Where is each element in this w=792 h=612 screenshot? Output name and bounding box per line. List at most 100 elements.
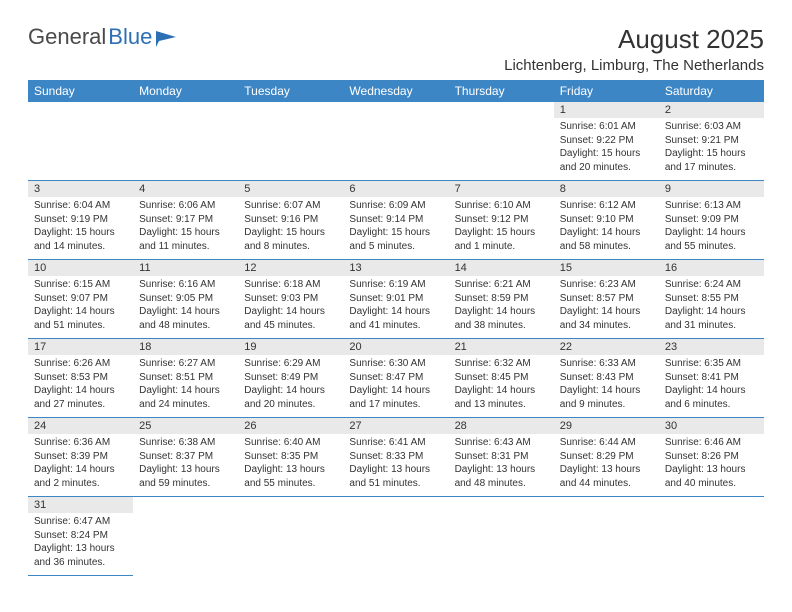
day-number: 25: [133, 418, 238, 434]
calendar-day-cell: 24Sunrise: 6:36 AMSunset: 8:39 PMDayligh…: [28, 418, 133, 497]
day-info: Sunrise: 6:41 AMSunset: 8:33 PMDaylight:…: [343, 434, 448, 496]
calendar-empty-cell: [343, 497, 448, 576]
day-info: Sunrise: 6:38 AMSunset: 8:37 PMDaylight:…: [133, 434, 238, 496]
day-number: 13: [343, 260, 448, 276]
day-number: 14: [449, 260, 554, 276]
calendar-day-cell: 8Sunrise: 6:12 AMSunset: 9:10 PMDaylight…: [554, 181, 659, 260]
day-info: Sunrise: 6:47 AMSunset: 8:24 PMDaylight:…: [28, 513, 133, 575]
calendar-empty-cell: [133, 102, 238, 181]
calendar-day-cell: 13Sunrise: 6:19 AMSunset: 9:01 PMDayligh…: [343, 260, 448, 339]
calendar-day-cell: 5Sunrise: 6:07 AMSunset: 9:16 PMDaylight…: [238, 181, 343, 260]
day-number: 1: [554, 102, 659, 118]
logo-text-blue: Blue: [108, 24, 152, 50]
calendar-day-cell: 3Sunrise: 6:04 AMSunset: 9:19 PMDaylight…: [28, 181, 133, 260]
location-subtitle: Lichtenberg, Limburg, The Netherlands: [504, 57, 764, 74]
calendar-day-cell: 10Sunrise: 6:15 AMSunset: 9:07 PMDayligh…: [28, 260, 133, 339]
day-info: Sunrise: 6:03 AMSunset: 9:21 PMDaylight:…: [659, 118, 764, 180]
weekday-header: Sunday: [28, 80, 133, 102]
day-number: 7: [449, 181, 554, 197]
calendar-table: SundayMondayTuesdayWednesdayThursdayFrid…: [28, 80, 764, 576]
calendar-day-cell: 31Sunrise: 6:47 AMSunset: 8:24 PMDayligh…: [28, 497, 133, 576]
calendar-day-cell: 28Sunrise: 6:43 AMSunset: 8:31 PMDayligh…: [449, 418, 554, 497]
page-title: August 2025: [504, 24, 764, 55]
day-number: 10: [28, 260, 133, 276]
calendar-day-cell: 19Sunrise: 6:29 AMSunset: 8:49 PMDayligh…: [238, 339, 343, 418]
day-number: 8: [554, 181, 659, 197]
day-number: 27: [343, 418, 448, 434]
day-number: 15: [554, 260, 659, 276]
day-info: Sunrise: 6:29 AMSunset: 8:49 PMDaylight:…: [238, 355, 343, 417]
calendar-day-cell: 26Sunrise: 6:40 AMSunset: 8:35 PMDayligh…: [238, 418, 343, 497]
weekday-header: Saturday: [659, 80, 764, 102]
calendar-day-cell: 17Sunrise: 6:26 AMSunset: 8:53 PMDayligh…: [28, 339, 133, 418]
calendar-day-cell: 1Sunrise: 6:01 AMSunset: 9:22 PMDaylight…: [554, 102, 659, 181]
weekday-header: Monday: [133, 80, 238, 102]
logo-text-general: General: [28, 24, 106, 50]
day-info: Sunrise: 6:07 AMSunset: 9:16 PMDaylight:…: [238, 197, 343, 259]
day-number: 4: [133, 181, 238, 197]
calendar-row: 31Sunrise: 6:47 AMSunset: 8:24 PMDayligh…: [28, 497, 764, 576]
day-number: 24: [28, 418, 133, 434]
weekday-header: Friday: [554, 80, 659, 102]
calendar-empty-cell: [238, 497, 343, 576]
calendar-header: SundayMondayTuesdayWednesdayThursdayFrid…: [28, 80, 764, 102]
day-info: Sunrise: 6:24 AMSunset: 8:55 PMDaylight:…: [659, 276, 764, 338]
day-number: 19: [238, 339, 343, 355]
calendar-row: 24Sunrise: 6:36 AMSunset: 8:39 PMDayligh…: [28, 418, 764, 497]
day-info: Sunrise: 6:21 AMSunset: 8:59 PMDaylight:…: [449, 276, 554, 338]
calendar-empty-cell: [238, 102, 343, 181]
calendar-row: 10Sunrise: 6:15 AMSunset: 9:07 PMDayligh…: [28, 260, 764, 339]
page-header: GeneralBlue August 2025 Lichtenberg, Lim…: [28, 24, 764, 74]
day-info: Sunrise: 6:27 AMSunset: 8:51 PMDaylight:…: [133, 355, 238, 417]
calendar-empty-cell: [28, 102, 133, 181]
calendar-day-cell: 21Sunrise: 6:32 AMSunset: 8:45 PMDayligh…: [449, 339, 554, 418]
day-number: 23: [659, 339, 764, 355]
day-info: Sunrise: 6:43 AMSunset: 8:31 PMDaylight:…: [449, 434, 554, 496]
day-info: Sunrise: 6:44 AMSunset: 8:29 PMDaylight:…: [554, 434, 659, 496]
day-info: Sunrise: 6:23 AMSunset: 8:57 PMDaylight:…: [554, 276, 659, 338]
calendar-empty-cell: [554, 497, 659, 576]
day-number: 3: [28, 181, 133, 197]
weekday-header: Thursday: [449, 80, 554, 102]
day-info: Sunrise: 6:19 AMSunset: 9:01 PMDaylight:…: [343, 276, 448, 338]
day-number: 31: [28, 497, 133, 513]
calendar-day-cell: 23Sunrise: 6:35 AMSunset: 8:41 PMDayligh…: [659, 339, 764, 418]
day-number: 9: [659, 181, 764, 197]
day-info: Sunrise: 6:46 AMSunset: 8:26 PMDaylight:…: [659, 434, 764, 496]
day-number: 30: [659, 418, 764, 434]
day-info: Sunrise: 6:26 AMSunset: 8:53 PMDaylight:…: [28, 355, 133, 417]
calendar-day-cell: 2Sunrise: 6:03 AMSunset: 9:21 PMDaylight…: [659, 102, 764, 181]
calendar-day-cell: 22Sunrise: 6:33 AMSunset: 8:43 PMDayligh…: [554, 339, 659, 418]
day-info: Sunrise: 6:13 AMSunset: 9:09 PMDaylight:…: [659, 197, 764, 259]
calendar-day-cell: 11Sunrise: 6:16 AMSunset: 9:05 PMDayligh…: [133, 260, 238, 339]
day-info: Sunrise: 6:18 AMSunset: 9:03 PMDaylight:…: [238, 276, 343, 338]
day-number: 18: [133, 339, 238, 355]
calendar-day-cell: 20Sunrise: 6:30 AMSunset: 8:47 PMDayligh…: [343, 339, 448, 418]
weekday-header: Wednesday: [343, 80, 448, 102]
calendar-empty-cell: [659, 497, 764, 576]
calendar-empty-cell: [449, 497, 554, 576]
day-number: 6: [343, 181, 448, 197]
weekday-header: Tuesday: [238, 80, 343, 102]
day-info: Sunrise: 6:32 AMSunset: 8:45 PMDaylight:…: [449, 355, 554, 417]
day-info: Sunrise: 6:30 AMSunset: 8:47 PMDaylight:…: [343, 355, 448, 417]
day-info: Sunrise: 6:06 AMSunset: 9:17 PMDaylight:…: [133, 197, 238, 259]
calendar-day-cell: 12Sunrise: 6:18 AMSunset: 9:03 PMDayligh…: [238, 260, 343, 339]
calendar-day-cell: 9Sunrise: 6:13 AMSunset: 9:09 PMDaylight…: [659, 181, 764, 260]
day-info: Sunrise: 6:15 AMSunset: 9:07 PMDaylight:…: [28, 276, 133, 338]
day-info: Sunrise: 6:12 AMSunset: 9:10 PMDaylight:…: [554, 197, 659, 259]
calendar-row: 1Sunrise: 6:01 AMSunset: 9:22 PMDaylight…: [28, 102, 764, 181]
calendar-day-cell: 30Sunrise: 6:46 AMSunset: 8:26 PMDayligh…: [659, 418, 764, 497]
day-number: 26: [238, 418, 343, 434]
calendar-empty-cell: [133, 497, 238, 576]
day-number: 16: [659, 260, 764, 276]
day-number: 28: [449, 418, 554, 434]
day-info: Sunrise: 6:35 AMSunset: 8:41 PMDaylight:…: [659, 355, 764, 417]
calendar-day-cell: 16Sunrise: 6:24 AMSunset: 8:55 PMDayligh…: [659, 260, 764, 339]
calendar-day-cell: 15Sunrise: 6:23 AMSunset: 8:57 PMDayligh…: [554, 260, 659, 339]
calendar-day-cell: 27Sunrise: 6:41 AMSunset: 8:33 PMDayligh…: [343, 418, 448, 497]
day-info: Sunrise: 6:04 AMSunset: 9:19 PMDaylight:…: [28, 197, 133, 259]
calendar-empty-cell: [449, 102, 554, 181]
day-number: 21: [449, 339, 554, 355]
day-info: Sunrise: 6:40 AMSunset: 8:35 PMDaylight:…: [238, 434, 343, 496]
